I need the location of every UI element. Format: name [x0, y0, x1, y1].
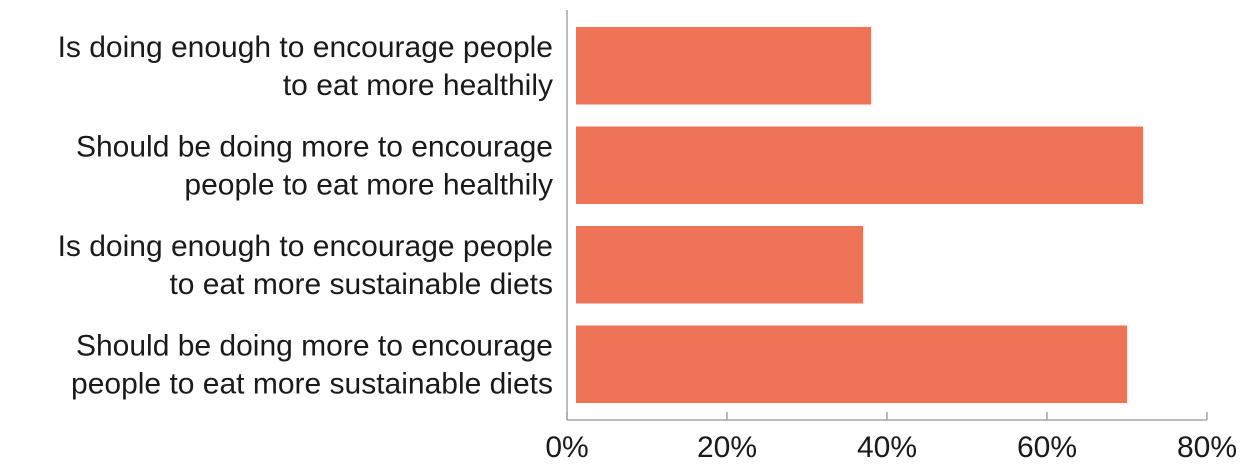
- category-label-line: people to eat more healthily: [184, 168, 553, 201]
- bar: [576, 226, 863, 304]
- category-label: Is doing enough to encourage people to ea…: [58, 31, 553, 102]
- x-tick-label: 20%: [697, 431, 757, 464]
- category-label-line: people to eat more sustainable diets: [71, 367, 553, 400]
- axes-layer: [566, 10, 1208, 421]
- category-label-line: to eat more sustainable diets: [169, 268, 553, 301]
- bar: [576, 325, 1127, 403]
- x-tick-label: 0%: [545, 431, 588, 464]
- category-label-line: to eat more healthily: [283, 69, 553, 102]
- category-label-line: Is doing enough to encourage people: [58, 230, 553, 263]
- x-tick-labels: 0% 20% 40% 60% 80%: [545, 431, 1237, 464]
- category-label-line: Should be doing more to encourage: [76, 130, 553, 163]
- category-labels: Is doing enough to encourage people to ea…: [58, 31, 553, 401]
- bar: [576, 126, 1143, 204]
- bar: [576, 27, 871, 105]
- category-label-line: Should be doing more to encourage: [76, 329, 553, 362]
- category-label-line: Is doing enough to encourage people: [58, 31, 553, 64]
- category-label: Is doing enough to encourage people to ea…: [58, 230, 553, 301]
- category-label: Should be doing more to encourage people …: [71, 329, 553, 400]
- x-tick-label: 60%: [1017, 431, 1077, 464]
- x-tick-label: 40%: [857, 431, 917, 464]
- bars-layer: [576, 27, 1143, 403]
- x-tick-label: 80%: [1177, 431, 1237, 464]
- category-label: Should be doing more to encourage people …: [76, 130, 553, 201]
